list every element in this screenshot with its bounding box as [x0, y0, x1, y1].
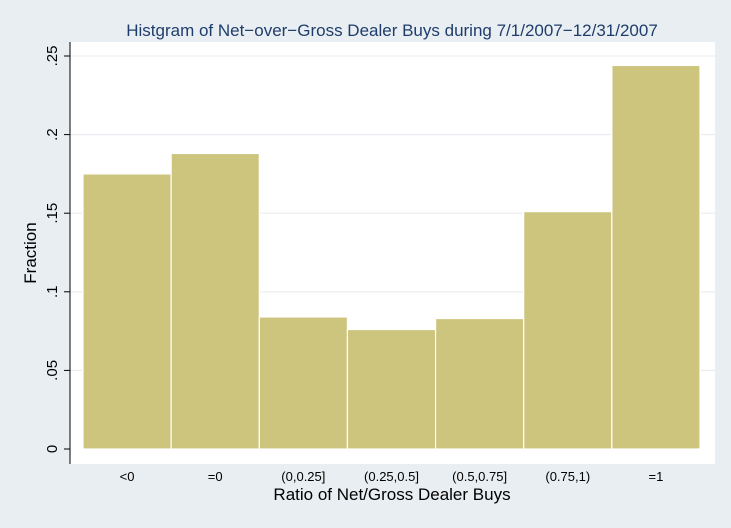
y-tick-label: .1 — [44, 286, 61, 299]
x-tick-label: =1 — [649, 469, 664, 484]
bars — [82, 64, 701, 450]
chart-title: Histgram of Net−over−Gross Dealer Buys d… — [126, 21, 658, 40]
x-axis-label: Ratio of Net/Gross Dealer Buys — [273, 485, 510, 504]
x-tick-label: (0,0.25] — [281, 469, 325, 484]
bar — [611, 64, 701, 450]
y-tick-label: 0 — [44, 445, 61, 453]
bar — [346, 328, 437, 450]
bar — [258, 316, 349, 450]
x-tick-label: (0.25,0.5] — [364, 469, 419, 484]
bar — [523, 211, 613, 450]
x-tick-label: <0 — [120, 469, 135, 484]
y-axis-label: Fraction — [21, 222, 40, 283]
bar — [170, 152, 260, 450]
x-tick-label: =0 — [208, 469, 223, 484]
bar — [434, 317, 525, 450]
y-tick-label: .05 — [44, 360, 61, 381]
y-tick-label: .25 — [44, 46, 61, 67]
x-tick-label: (0.5,0.75] — [452, 469, 507, 484]
x-ticks: <0 =0 (0,0.25] (0.25,0.5] (0.5,0.75] (0.75,1)… — [120, 469, 664, 484]
x-tick-label: (0.75,1) — [545, 469, 590, 484]
y-tick-label: .2 — [44, 128, 61, 141]
y-ticks: 0 .05 .1 .15 .2 .25 — [44, 46, 70, 453]
y-tick-label: .15 — [44, 203, 61, 224]
bar — [82, 173, 172, 450]
